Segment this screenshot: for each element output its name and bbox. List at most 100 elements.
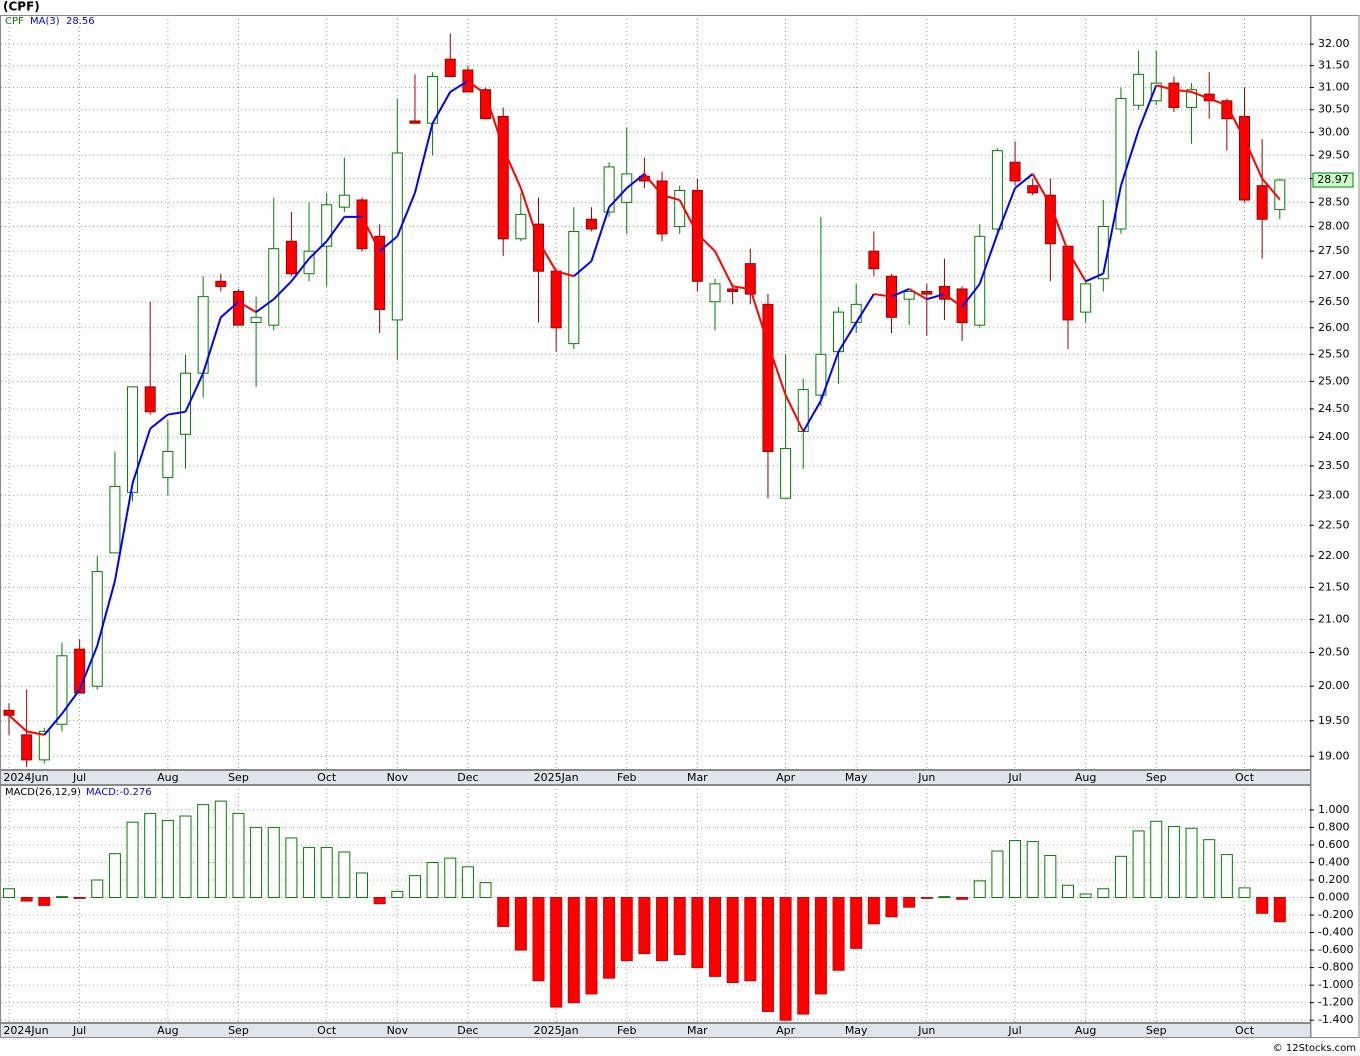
macd-bar bbox=[885, 897, 898, 918]
candle-body bbox=[56, 655, 68, 725]
candle-body bbox=[691, 189, 703, 282]
ma-segment bbox=[1173, 88, 1192, 93]
macd-bar bbox=[461, 866, 474, 899]
candle-body bbox=[938, 285, 950, 300]
macd-bar bbox=[91, 879, 104, 899]
macd-bar bbox=[214, 800, 227, 899]
candle-body bbox=[868, 250, 880, 270]
ma-segment bbox=[661, 194, 680, 201]
y-tick-label: -1.200 bbox=[1318, 996, 1353, 1009]
macd-bar bbox=[391, 890, 404, 899]
ma-segment bbox=[837, 322, 858, 353]
y-tick-label: 1.000 bbox=[1318, 803, 1350, 816]
macd-bar bbox=[426, 861, 439, 899]
x-tick-label: 2024Jun bbox=[3, 1024, 48, 1037]
candle-body bbox=[762, 303, 774, 452]
y-tick-label: 0.200 bbox=[1318, 873, 1350, 886]
y-tick-label: 30.50 bbox=[1318, 103, 1350, 116]
macd-bar bbox=[867, 897, 880, 925]
macd-bar bbox=[850, 897, 863, 949]
macd-bar bbox=[903, 897, 916, 908]
footer: © 12Stocks.com bbox=[1273, 1043, 1356, 1054]
candle-body bbox=[321, 204, 333, 247]
ma-segment bbox=[502, 147, 522, 189]
ma-segment bbox=[26, 730, 45, 736]
candle-body bbox=[3, 709, 15, 716]
candle-body bbox=[232, 291, 244, 326]
ma-segment bbox=[714, 250, 734, 287]
ma-segment bbox=[590, 206, 611, 262]
candle-body bbox=[1239, 115, 1250, 201]
y-tick-label: -1.000 bbox=[1318, 978, 1353, 991]
ma-segment bbox=[749, 288, 769, 344]
y-tick-label: 25.50 bbox=[1318, 347, 1350, 360]
ma-segment bbox=[784, 394, 805, 432]
candle-body bbox=[250, 316, 262, 324]
candle-body bbox=[215, 280, 227, 287]
x-tick-label: Oct bbox=[1235, 1024, 1255, 1037]
candle-body bbox=[550, 270, 562, 329]
ma-segment bbox=[643, 173, 663, 196]
macd-bar bbox=[20, 897, 33, 902]
candle-body bbox=[409, 120, 421, 124]
candle-body bbox=[144, 386, 156, 413]
chart-title: (CPF) bbox=[3, 0, 40, 14]
macd-bar bbox=[956, 897, 969, 900]
macd-bar bbox=[479, 882, 492, 899]
macd-bar bbox=[1026, 840, 1039, 899]
ma-segment bbox=[43, 713, 63, 736]
y-tick-label: 20.50 bbox=[1318, 645, 1350, 658]
x-tick-label: Oct bbox=[1235, 771, 1255, 784]
candle-body bbox=[568, 230, 580, 345]
x-tick-label: Nov bbox=[387, 771, 409, 784]
macd-bar bbox=[126, 821, 139, 899]
ma-segment bbox=[78, 645, 99, 690]
ma-segment bbox=[1137, 84, 1158, 131]
macd-bar bbox=[303, 847, 316, 899]
ma-segment bbox=[926, 293, 945, 301]
ma-segment bbox=[519, 187, 540, 242]
macd-bar bbox=[1185, 827, 1198, 899]
macd-bar bbox=[1203, 839, 1216, 899]
macd-bar bbox=[550, 897, 563, 1008]
macd-bar bbox=[338, 851, 351, 899]
x-tick-label: Apr bbox=[776, 1024, 796, 1037]
macd-bar bbox=[108, 853, 121, 899]
macd-bar bbox=[673, 897, 686, 955]
x-tick-label: Aug bbox=[157, 771, 178, 784]
ma-segment bbox=[273, 280, 293, 300]
candle-body bbox=[850, 303, 862, 324]
x-tick-label: Sep bbox=[228, 1024, 249, 1037]
ma-segment bbox=[1067, 250, 1087, 282]
y-tick-label: 24.50 bbox=[1318, 402, 1350, 415]
y-tick-label: 0.600 bbox=[1318, 838, 1350, 851]
macd-bar bbox=[532, 897, 545, 982]
macd-legend: MACD(26,12,9) bbox=[5, 787, 81, 798]
y-tick-label: 27.00 bbox=[1318, 269, 1350, 282]
x-tick-label: Oct bbox=[317, 771, 337, 784]
legend-symbol: CPF bbox=[5, 16, 24, 27]
x-axis-strip bbox=[0, 770, 1311, 785]
ma-segment bbox=[1119, 129, 1140, 187]
macd-bar bbox=[3, 888, 15, 899]
candle-body bbox=[533, 223, 544, 272]
candle-body bbox=[162, 450, 174, 479]
ma-segment bbox=[184, 372, 205, 413]
macd-bar bbox=[73, 897, 86, 899]
y-tick-label: 26.50 bbox=[1318, 295, 1350, 308]
macd-bar bbox=[373, 897, 386, 905]
ma-segment bbox=[8, 714, 28, 733]
macd-bar bbox=[1009, 840, 1022, 899]
x-tick-label: Aug bbox=[1075, 771, 1096, 784]
macd-bar bbox=[1079, 893, 1092, 899]
x-tick-label: Mar bbox=[687, 1024, 708, 1037]
ma-segment bbox=[1102, 185, 1122, 274]
macd-bar bbox=[832, 897, 845, 971]
macd-bar bbox=[179, 815, 192, 899]
candle-body bbox=[585, 218, 597, 230]
candle-body bbox=[374, 235, 386, 311]
y-tick-label: 0.000 bbox=[1318, 891, 1350, 904]
y-tick-label: 23.50 bbox=[1318, 459, 1350, 472]
macd-bar bbox=[267, 826, 280, 899]
candle-body bbox=[497, 115, 509, 240]
